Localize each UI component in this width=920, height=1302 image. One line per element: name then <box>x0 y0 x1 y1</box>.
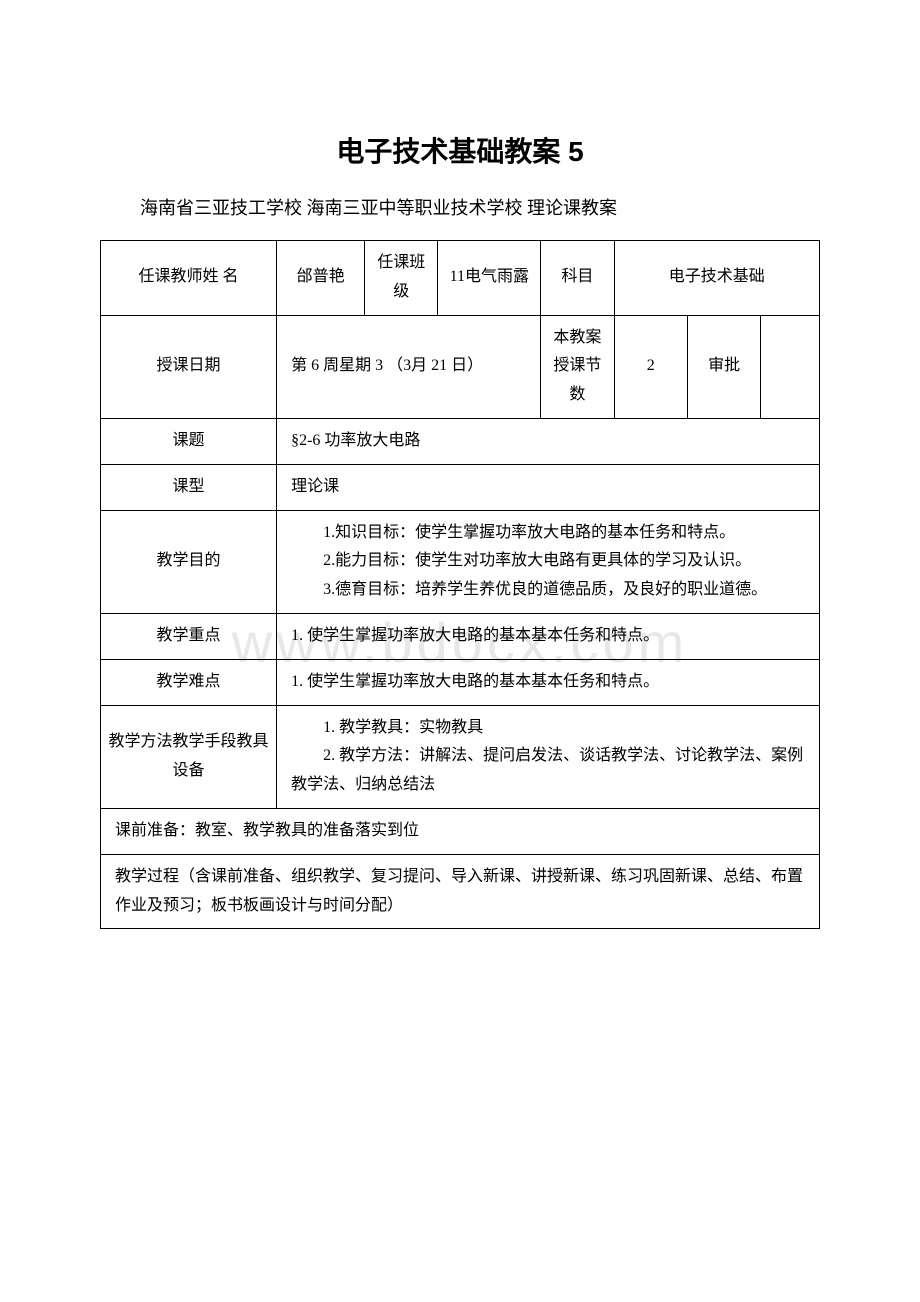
page-subtitle: 海南省三亚技工学校 海南三亚中等职业技术学校 理论课教案 <box>100 194 820 220</box>
type-label: 课型 <box>101 464 277 510</box>
keypoints-value: 1. 使学生掌握功率放大电路的基本基本任务和特点。 <box>277 613 820 659</box>
topic-text: §2-6 功率放大电路 <box>291 432 420 449</box>
page-title: 电子技术基础教案 5 <box>100 130 820 170</box>
review-value <box>761 315 820 418</box>
sections-label: 本教案授课节数 <box>541 315 614 418</box>
date-value: 第 6 周星期 3 （3月 21 日） <box>277 315 541 418</box>
lesson-plan-table: 任课教师姓 名 邰普艳 任课班级 11电气雨露 科目 电子技术基础 授课日期 第… <box>100 240 820 929</box>
objective-2: 2.能力目标：使学生对功率放大电路有更具体的学习及认识。 <box>291 547 813 576</box>
subject-label: 科目 <box>541 241 614 316</box>
type-value: 理论课 <box>277 464 820 510</box>
process-row: 教学过程（含课前准备、组织教学、复习提问、导入新课、讲授新课、练习巩固新课、总结… <box>101 854 820 929</box>
objective-3: 3.德育目标：培养学生养优良的道德品质，及良好的职业道德。 <box>291 576 813 605</box>
methods-value: 1. 教学教具：实物教具 2. 教学方法：讲解法、提问启发法、谈话教学法、讨论教… <box>277 705 820 808</box>
preparation-text: 课前准备：教室、教学教具的准备落实到位 <box>115 822 419 839</box>
methods-label: 教学方法教学手段教具设备 <box>101 705 277 808</box>
subject-value: 电子技术基础 <box>614 241 819 316</box>
table-row: 教学重点 1. 使学生掌握功率放大电路的基本基本任务和特点。 <box>101 613 820 659</box>
table-row: 教学目的 1.知识目标：使学生掌握功率放大电路的基本任务和特点。 2.能力目标：… <box>101 510 820 613</box>
methods-line-1: 1. 教学教具：实物教具 <box>291 714 813 743</box>
table-row: 教学过程（含课前准备、组织教学、复习提问、导入新课、讲授新课、练习巩固新课、总结… <box>101 854 820 929</box>
topic-value: §2-6 功率放大电路 <box>277 418 820 464</box>
review-label: 审批 <box>687 315 760 418</box>
table-row: 授课日期 第 6 周星期 3 （3月 21 日） 本教案授课节数 2 审批 <box>101 315 820 418</box>
topic-label: 课题 <box>101 418 277 464</box>
table-row: 课型 理论课 <box>101 464 820 510</box>
difficulties-label: 教学难点 <box>101 659 277 705</box>
type-text: 理论课 <box>291 478 339 495</box>
objectives-label: 教学目的 <box>101 510 277 613</box>
class-label: 任课班级 <box>365 241 438 316</box>
teacher-value: 邰普艳 <box>277 241 365 316</box>
difficulties-text: 1. 使学生掌握功率放大电路的基本基本任务和特点。 <box>291 673 659 690</box>
keypoints-label: 教学重点 <box>101 613 277 659</box>
table-row: 任课教师姓 名 邰普艳 任课班级 11电气雨露 科目 电子技术基础 <box>101 241 820 316</box>
difficulties-value: 1. 使学生掌握功率放大电路的基本基本任务和特点。 <box>277 659 820 705</box>
table-row: 课前准备：教室、教学教具的准备落实到位 <box>101 808 820 854</box>
table-row: 教学方法教学手段教具设备 1. 教学教具：实物教具 2. 教学方法：讲解法、提问… <box>101 705 820 808</box>
date-text: 第 6 周星期 3 （3月 21 日） <box>291 357 483 374</box>
objective-1: 1.知识目标：使学生掌握功率放大电路的基本任务和特点。 <box>291 519 813 548</box>
methods-line-2: 2. 教学方法：讲解法、提问启发法、谈话教学法、讨论教学法、案例教学法、归纳总结… <box>291 742 813 800</box>
date-label: 授课日期 <box>101 315 277 418</box>
keypoints-text: 1. 使学生掌握功率放大电路的基本基本任务和特点。 <box>291 627 659 644</box>
sections-value: 2 <box>614 315 687 418</box>
table-row: 教学难点 1. 使学生掌握功率放大电路的基本基本任务和特点。 <box>101 659 820 705</box>
objectives-value: 1.知识目标：使学生掌握功率放大电路的基本任务和特点。 2.能力目标：使学生对功… <box>277 510 820 613</box>
process-text: 教学过程（含课前准备、组织教学、复习提问、导入新课、讲授新课、练习巩固新课、总结… <box>115 868 803 914</box>
class-value: 11电气雨露 <box>438 241 541 316</box>
preparation-row: 课前准备：教室、教学教具的准备落实到位 <box>101 808 820 854</box>
teacher-label: 任课教师姓 名 <box>101 241 277 316</box>
table-row: 课题 §2-6 功率放大电路 <box>101 418 820 464</box>
